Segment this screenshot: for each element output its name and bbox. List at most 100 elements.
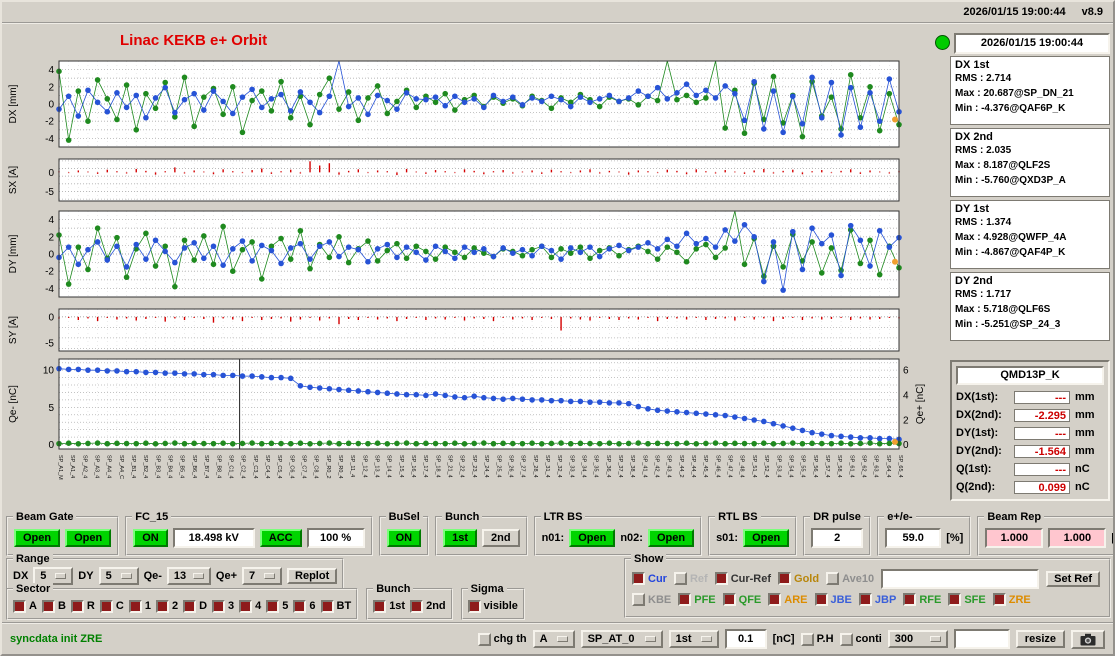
sector-c-3-checkbox[interactable]: C (99, 599, 124, 613)
busel-on-0-button[interactable]: ON (386, 529, 422, 547)
ltr-bs-open-1-button[interactable]: Open (569, 529, 616, 547)
group-label: BuSel (385, 511, 423, 523)
svg-text:SP_B5_4: SP_B5_4 (179, 455, 185, 478)
bottom-bar: syncdata init ZRE chg th A SP_AT_0 1st 0.1 [n… (2, 622, 1113, 654)
svg-text:Qe+ [nC]: Qe+ [nC] (915, 384, 926, 425)
footer-item-9-field[interactable] (953, 629, 1010, 649)
sector-a-0-checkbox[interactable]: A (13, 599, 37, 613)
show-gold-checkbox[interactable]: Gold (778, 572, 819, 585)
snapshot-button[interactable] (1071, 629, 1105, 649)
dr-pulse-2-0-field[interactable]: 2 (811, 528, 864, 548)
beam-rep-1-000-1-field[interactable]: 1.000 (1048, 528, 1107, 548)
bunch-gate-2nd-1-button[interactable]: 2nd (482, 529, 520, 547)
show-pfe-checkbox[interactable]: PFE (678, 593, 716, 606)
bunch-gate-1st-0-button[interactable]: 1st (443, 529, 477, 547)
sector-3-7-checkbox[interactable]: 3 (212, 599, 234, 613)
svg-text:-2: -2 (45, 117, 54, 128)
footer-resize-10-button[interactable]: resize (1015, 630, 1065, 648)
monitor-row-value: 0.099 (1014, 480, 1070, 494)
fc15-on-0-button[interactable]: ON (133, 529, 168, 547)
fc15-acc-2-button[interactable]: ACC (259, 529, 302, 547)
sector-4-8-checkbox[interactable]: 4 (239, 599, 262, 613)
svg-text:SP_56_4: SP_56_4 (812, 455, 818, 478)
fc15-18-498-kv-1-field[interactable]: 18.498 kV (172, 528, 255, 548)
footer-conti-7-checkbox[interactable]: conti (839, 632, 882, 646)
show-qfe-checkbox[interactable]: QFE (722, 593, 761, 606)
beam-rep-1-000-0-field[interactable]: 1.000 (985, 528, 1044, 548)
sector-d-6-checkbox[interactable]: D (183, 599, 207, 613)
show-ave10-checkbox[interactable]: Ave10 (826, 572, 874, 585)
bunch-2nd-1-checkbox[interactable]: 2nd (410, 599, 446, 613)
checkbox-indicator (722, 593, 736, 606)
range-5-3-select[interactable]: 5 (98, 567, 139, 585)
svg-text:SP_47_4: SP_47_4 (727, 455, 733, 478)
svg-text:SP_C8_4: SP_C8_4 (313, 455, 319, 479)
footer-300-8-select[interactable]: 300 (887, 630, 948, 648)
sector-bt-11-checkbox[interactable]: BT (320, 599, 351, 613)
show-are-checkbox[interactable]: ARE (768, 593, 808, 606)
svg-text:SP_A2_4: SP_A2_4 (81, 455, 87, 478)
range-replot-8-button[interactable]: Replot (287, 568, 338, 584)
svg-text:SP_28_4: SP_28_4 (532, 455, 538, 478)
checkbox-label: 4 (255, 600, 262, 612)
show-ref-checkbox[interactable]: Ref (673, 572, 708, 585)
range-dx-0-label: DX (13, 570, 29, 582)
checkbox-label: PFE (694, 593, 716, 606)
e-ratio-59-0-0-field[interactable]: 59.0 (885, 528, 942, 548)
fc15-100-3-field[interactable]: 100 % (306, 528, 365, 548)
sector-1-4-checkbox[interactable]: 1 (128, 599, 151, 613)
svg-text:-4: -4 (45, 284, 54, 295)
range-7-7-select[interactable]: 7 (242, 567, 283, 585)
checkbox-indicator (768, 593, 782, 606)
footer-p-h-6-checkbox[interactable]: P.H (800, 632, 834, 646)
sector-5-9-checkbox[interactable]: 5 (266, 599, 288, 613)
stat-row: Min : -4.867@QAF4P_K (955, 247, 1066, 258)
svg-text:SP_B7_4: SP_B7_4 (203, 455, 209, 478)
sector-r-2-checkbox[interactable]: R (70, 599, 95, 613)
combo-indicator-icon (700, 636, 712, 642)
show-kbe-checkbox[interactable]: KBE (632, 593, 671, 606)
checkbox-indicator (183, 599, 197, 613)
beam-gate-open-1-button[interactable]: Open (65, 529, 112, 547)
show-sfe-checkbox[interactable]: SFE (948, 593, 986, 606)
beam-gate-open-0-button[interactable]: Open (14, 529, 61, 547)
footer-a-1-select[interactable]: A (532, 630, 575, 648)
combo-value: A (539, 633, 548, 645)
show-cur-ref-checkbox[interactable]: Cur-Ref (714, 572, 771, 585)
checkbox-label: P.H (816, 633, 834, 645)
footer-0-1-4-field[interactable]: 0.1 (724, 629, 767, 649)
svg-text:SP_54_4: SP_54_4 (787, 455, 793, 478)
ltr-bs-open-3-button[interactable]: Open (647, 529, 695, 547)
show-rfe-checkbox[interactable]: RFE (903, 593, 941, 606)
set-ref-button[interactable]: Set Ref (1046, 570, 1101, 587)
monitor-row: Q(2nd): 0.099 nC (956, 478, 1104, 496)
range-5-1-select[interactable]: 5 (33, 567, 74, 585)
group-label: Range (13, 553, 53, 565)
fc15-group: FC_15 ON 18.498 kV ACC 100 % (125, 511, 373, 556)
sector-2-5-checkbox[interactable]: 2 (155, 599, 178, 613)
sigma-visible-0-checkbox[interactable]: visible (467, 599, 518, 613)
show-zre-checkbox[interactable]: ZRE (992, 593, 1031, 606)
checkbox-label: RFE (919, 593, 942, 606)
bunch-1st-0-checkbox[interactable]: 1st (373, 599, 405, 613)
rtl-bs-open-1-button[interactable]: Open (743, 529, 790, 547)
checkbox-indicator (948, 593, 962, 606)
show-jbe-checkbox[interactable]: JBE (814, 593, 852, 606)
checkbox-indicator (13, 599, 26, 613)
svg-text:0: 0 (903, 440, 909, 450)
show-jbp-checkbox[interactable]: JBP (858, 593, 896, 606)
footer-sp-at-0-2-select[interactable]: SP_AT_0 (580, 630, 663, 648)
footer-chg-th-0-checkbox[interactable]: chg th (477, 632, 527, 646)
sector-b-1-checkbox[interactable]: B (41, 599, 66, 613)
combo-value: 13 (173, 570, 187, 582)
sector-6-10-checkbox[interactable]: 6 (293, 599, 316, 613)
checkbox-indicator (632, 593, 645, 606)
combo-indicator-icon (556, 636, 568, 642)
rtl-bs-group: RTL BS s01: Open (708, 511, 798, 556)
show-cur-checkbox[interactable]: Cur (632, 572, 667, 585)
range-13-5-select[interactable]: 13 (166, 567, 211, 585)
show-ref-entry[interactable] (881, 568, 1040, 589)
footer-1st-3-select[interactable]: 1st (668, 630, 719, 648)
checkbox-indicator (320, 599, 334, 613)
svg-text:SP_46_4: SP_46_4 (714, 455, 720, 478)
